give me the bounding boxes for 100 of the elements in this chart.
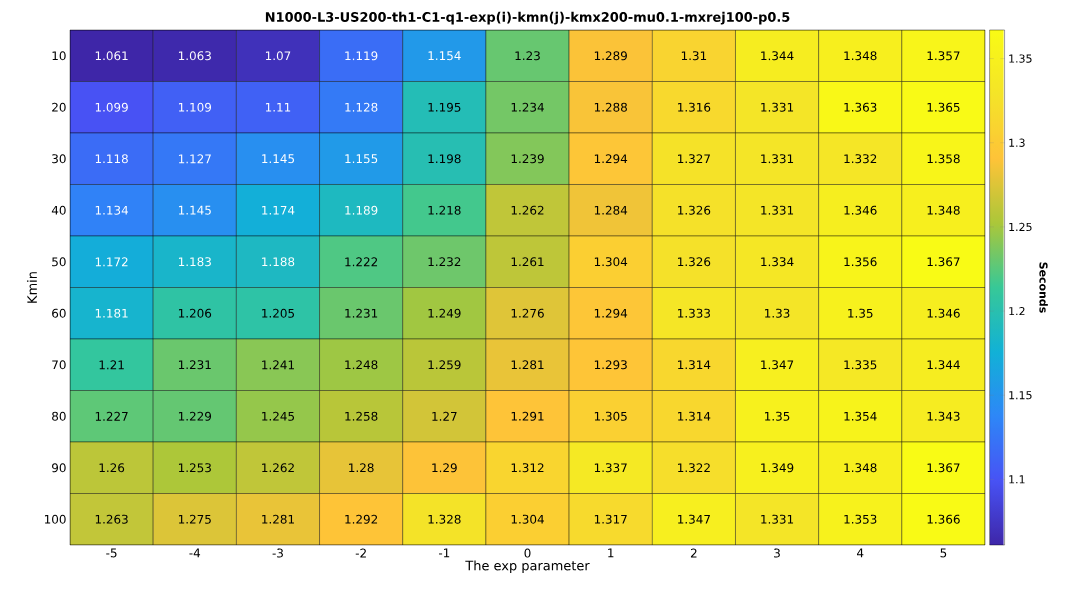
y-tick-label: 100 — [44, 514, 66, 524]
data-label: 1.365 — [927, 102, 960, 112]
data-label: 1.304 — [594, 257, 628, 267]
data-label: 1.234 — [511, 102, 544, 112]
color-bar-title: Seconds — [1039, 262, 1048, 313]
data-label: 1.335 — [844, 360, 877, 370]
data-label: 1.367 — [927, 463, 960, 473]
data-label: 1.293 — [594, 360, 627, 370]
data-label: 1.348 — [844, 51, 877, 61]
data-label: 1.118 — [95, 154, 128, 164]
y-tick-label: 60 — [52, 308, 66, 318]
y-tick-label: 50 — [52, 257, 66, 267]
y-tick-label: 20 — [52, 102, 66, 112]
data-label: 1.31 — [681, 51, 707, 61]
data-label: 1.322 — [678, 463, 710, 473]
data-label: 1.346 — [927, 308, 960, 318]
data-label: 1.241 — [262, 360, 294, 370]
x-tick-label: -4 — [189, 548, 201, 558]
data-label: 1.239 — [511, 154, 544, 164]
color-bar-label: 1.1 — [1009, 475, 1025, 484]
data-label: 1.262 — [511, 205, 544, 215]
data-label: 1.232 — [428, 257, 461, 267]
data-label: 1.227 — [95, 411, 128, 421]
data-label: 1.333 — [678, 308, 711, 318]
data-label: 1.291 — [511, 411, 544, 421]
data-label: 1.181 — [95, 308, 128, 318]
data-label: 1.353 — [844, 514, 877, 524]
y-tick-label: 10 — [52, 51, 66, 61]
data-label: 1.063 — [178, 51, 211, 61]
data-label: 1.198 — [428, 154, 461, 164]
x-axis-title: The exp parameter — [465, 560, 590, 573]
x-tick-label: -1 — [438, 548, 450, 558]
data-label: 1.347 — [761, 360, 794, 370]
data-label: 1.343 — [927, 411, 960, 421]
y-tick-label: 40 — [51, 205, 66, 215]
data-label: 1.326 — [678, 205, 711, 215]
color-bar-label: 1.35 — [1009, 54, 1032, 63]
data-label: 1.276 — [511, 308, 544, 318]
data-label: 1.229 — [178, 411, 212, 421]
data-label: 1.331 — [761, 205, 794, 215]
y-tick-label: 30 — [52, 154, 66, 164]
data-label: 1.33 — [765, 308, 790, 318]
data-label: 1.288 — [594, 102, 627, 112]
x-tick-label: -5 — [106, 548, 117, 558]
data-label: 1.206 — [178, 308, 212, 318]
x-tick-label: -2 — [355, 548, 366, 558]
data-label: 1.281 — [262, 514, 294, 524]
data-label: 1.061 — [95, 51, 128, 61]
data-label: 1.292 — [345, 514, 378, 524]
data-label: 1.344 — [761, 51, 794, 61]
data-label: 1.134 — [95, 205, 129, 215]
data-label: 1.294 — [594, 308, 628, 318]
data-label: 1.29 — [432, 463, 457, 473]
data-label: 1.253 — [178, 463, 211, 473]
data-label: 1.357 — [927, 51, 960, 61]
data-label: 1.347 — [678, 514, 710, 524]
data-label: 1.35 — [765, 411, 790, 421]
data-label: 1.275 — [178, 514, 211, 524]
data-label: 1.348 — [844, 463, 877, 473]
y-tick-label: 70 — [52, 360, 66, 370]
data-label: 1.248 — [345, 360, 378, 370]
data-label: 1.07 — [265, 51, 291, 61]
data-label: 1.356 — [844, 257, 877, 267]
data-label: 1.358 — [927, 154, 960, 164]
y-tick-label: 80 — [52, 411, 66, 421]
data-label: 1.305 — [594, 411, 627, 421]
data-label: 1.263 — [95, 514, 128, 524]
data-label: 1.317 — [594, 514, 627, 524]
data-label: 1.35 — [848, 308, 873, 318]
data-label: 1.328 — [428, 514, 461, 524]
data-label: 1.154 — [428, 51, 461, 61]
data-label: 1.331 — [761, 102, 794, 112]
data-label: 1.188 — [262, 257, 295, 267]
x-tick-label: -3 — [272, 548, 283, 558]
data-label: 1.145 — [178, 205, 211, 215]
data-label: 1.21 — [99, 360, 124, 370]
data-label: 1.109 — [178, 102, 212, 112]
data-label: 1.218 — [428, 205, 461, 215]
data-label: 1.231 — [345, 308, 378, 318]
data-label: 1.26 — [99, 463, 125, 473]
data-label: 1.258 — [345, 411, 378, 421]
data-label: 1.23 — [515, 51, 540, 61]
chart-title: N1000-L3-US200-th1-C1-q1-exp(i)-kmn(j)-kmx200-mu0.1-mxrej100-p0.5 — [265, 11, 790, 25]
data-label: 1.346 — [844, 205, 877, 215]
x-tick-label: 5 — [940, 548, 947, 558]
data-label: 1.127 — [178, 154, 211, 164]
data-label: 1.344 — [927, 360, 960, 370]
y-axis-title: Kmin — [26, 272, 37, 303]
data-label: 1.331 — [761, 154, 794, 164]
x-tick-label: 1 — [608, 548, 614, 558]
data-label: 1.183 — [178, 257, 211, 267]
data-label: 1.145 — [262, 154, 295, 164]
data-label: 1.312 — [511, 463, 544, 473]
data-label: 1.281 — [511, 360, 544, 370]
data-label: 1.261 — [511, 257, 544, 267]
data-label: 1.349 — [761, 463, 794, 473]
data-label: 1.099 — [95, 102, 128, 112]
color-bar-label: 1.15 — [1009, 391, 1032, 400]
data-label: 1.314 — [678, 360, 711, 370]
data-label: 1.337 — [594, 463, 627, 473]
